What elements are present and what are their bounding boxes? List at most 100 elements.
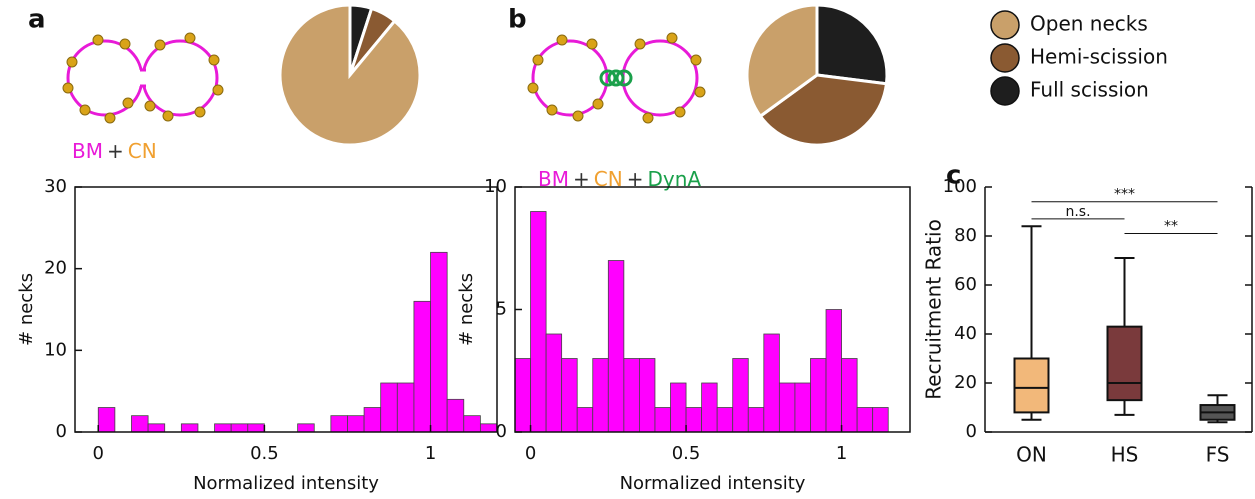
y-tick-label: 0	[966, 421, 977, 442]
pie-slice	[815, 3, 889, 86]
histogram-bar	[685, 407, 703, 433]
histogram-bar	[180, 423, 199, 433]
histogram-bar	[530, 211, 547, 433]
dynamin-rings	[599, 69, 633, 87]
schematic-a	[66, 39, 219, 117]
y-tick-label: 5	[496, 299, 507, 320]
legend-label: Hemi-scission	[1030, 45, 1168, 69]
x-tick-label: 1	[836, 443, 847, 464]
histogram-bar	[479, 423, 498, 433]
pie-slice	[278, 3, 422, 147]
histogram-bar	[396, 382, 415, 433]
histogram-bar	[545, 333, 563, 433]
x-tick-label: FS	[1206, 443, 1230, 467]
histogram-bar	[430, 251, 448, 433]
y-tick-label: 60	[954, 274, 977, 295]
histogram-bar	[701, 382, 718, 433]
histogram-bar	[747, 407, 765, 433]
label-part: +	[627, 167, 644, 191]
y-tick-label: 30	[44, 176, 67, 197]
schematic-label: BM + CN	[72, 139, 157, 163]
histogram-bar	[347, 415, 365, 433]
histogram-bar	[363, 407, 382, 433]
y-axis-label: # necks	[456, 273, 477, 346]
significance-label: ***	[1114, 187, 1135, 203]
y-tick-label: 100	[943, 176, 977, 197]
legend-swatch	[990, 10, 1020, 40]
x-tick-label: HS	[1111, 443, 1139, 467]
pie-slice	[758, 73, 889, 147]
histogram-bar	[872, 407, 889, 433]
histogram-bar	[841, 358, 858, 433]
histogram-bar	[670, 382, 687, 433]
y-tick-label: 0	[56, 421, 67, 442]
x-tick-label: 1	[425, 443, 436, 464]
y-tick-label: 40	[954, 323, 977, 344]
histogram-bar	[463, 415, 481, 433]
histogram-bar	[654, 407, 671, 433]
significance-label: n.s.	[1065, 204, 1090, 220]
box	[1106, 325, 1143, 402]
histogram-bar	[856, 407, 874, 433]
y-axis-label: # necks	[16, 273, 37, 346]
histogram-bar	[825, 309, 842, 433]
label-part: CN	[128, 139, 157, 163]
histogram-bar	[716, 407, 734, 433]
y-tick-label: 20	[44, 258, 67, 279]
panel-letter: b	[508, 5, 527, 35]
histogram-bar	[607, 260, 625, 433]
histogram-bar	[413, 300, 431, 433]
label-part: BM	[72, 139, 103, 163]
x-tick-label: 0	[525, 443, 536, 464]
y-tick-label: 80	[954, 225, 977, 246]
x-tick-label: 0.5	[672, 443, 701, 464]
histogram-bar	[763, 333, 780, 433]
histogram-bar	[623, 358, 640, 433]
histogram-bar	[794, 382, 811, 433]
plot-frame	[74, 186, 498, 433]
histogram-bar	[230, 423, 249, 433]
histogram-bar	[247, 423, 265, 433]
y-axis-label: Recruitment Ratio	[922, 219, 946, 400]
histogram-bar	[592, 358, 609, 433]
histogram-bar	[576, 407, 594, 433]
schematic-dots	[527, 32, 706, 124]
histogram-bar	[147, 423, 166, 433]
histogram-bar	[561, 358, 578, 433]
histogram-bar	[97, 407, 116, 433]
significance-label: **	[1164, 219, 1178, 235]
label-part: +	[107, 139, 124, 163]
legend-swatch	[990, 76, 1020, 106]
histogram-bar	[297, 423, 315, 433]
box	[1013, 357, 1050, 414]
histogram-bar	[446, 398, 465, 433]
label-part: +	[573, 167, 590, 191]
schematic-dots	[62, 32, 224, 124]
legend-label: Full scission	[1030, 78, 1149, 102]
x-axis-label: Normalized intensity	[620, 473, 806, 494]
histogram-bar	[639, 358, 656, 433]
histogram-bar	[778, 382, 796, 433]
histogram-bar	[732, 358, 749, 433]
y-tick-label: 20	[954, 372, 977, 393]
pie-slice	[745, 3, 819, 119]
x-tick-label: ON	[1016, 443, 1047, 467]
x-axis-label: Normalized intensity	[193, 473, 379, 494]
histogram-bar	[214, 423, 232, 433]
y-tick-label: 10	[44, 339, 67, 360]
histogram-bar	[810, 358, 827, 433]
histogram-bar	[380, 382, 398, 433]
panel-letter: c	[946, 161, 961, 191]
y-tick-label: 0	[496, 421, 507, 442]
panel-letter: a	[28, 5, 46, 35]
histogram-bar	[514, 358, 531, 433]
legend-label: Open necks	[1030, 12, 1148, 36]
y-tick-label: 10	[484, 176, 507, 197]
histogram-bar	[330, 415, 348, 433]
x-tick-label: 0.5	[250, 443, 279, 464]
legend-swatch	[990, 43, 1020, 73]
schematic-b	[531, 39, 699, 117]
x-tick-label: 0	[93, 443, 104, 464]
histogram-bar	[131, 415, 149, 433]
